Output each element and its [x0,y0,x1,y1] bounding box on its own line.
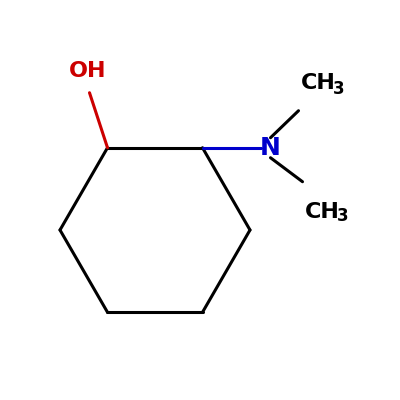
Text: N: N [260,136,281,160]
Text: OH: OH [69,61,106,81]
Text: 3: 3 [332,80,344,98]
Text: 3: 3 [336,207,348,225]
Text: CH: CH [300,73,335,93]
Text: CH: CH [304,202,339,222]
